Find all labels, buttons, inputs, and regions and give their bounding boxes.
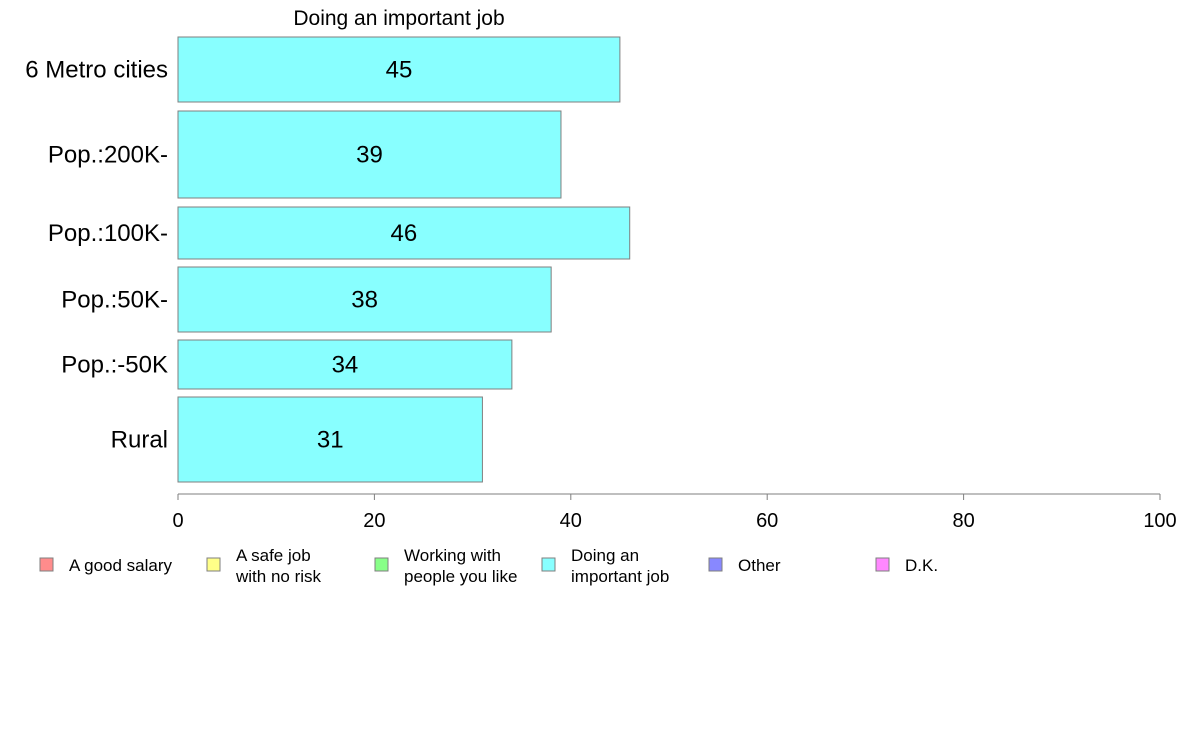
x-tick-label: 40 xyxy=(560,510,582,532)
bar-value-label: 38 xyxy=(351,287,378,314)
x-tick-label: 60 xyxy=(756,510,778,532)
category-label: Rural xyxy=(111,427,168,454)
bar xyxy=(177,266,552,333)
chart-title: Doing an important job xyxy=(293,7,504,30)
bar xyxy=(177,339,513,390)
legend-swatch xyxy=(374,557,389,572)
bar xyxy=(177,396,483,483)
x-tick-label: 0 xyxy=(172,510,183,532)
legend-label: Doing an xyxy=(571,546,639,565)
category-label: Pop.:50K- xyxy=(61,287,168,314)
bar-value-label: 31 xyxy=(317,427,344,454)
bar xyxy=(177,206,631,260)
x-axis: 0 20 40 60 80 100 xyxy=(172,493,1177,532)
legend-label: Working with xyxy=(404,546,501,565)
category-label: Pop.:200K- xyxy=(48,142,168,169)
legend-swatch xyxy=(541,557,556,572)
bar-value-label: 34 xyxy=(332,352,359,379)
bar xyxy=(177,36,621,103)
bar-value-label: 46 xyxy=(391,220,418,247)
bar xyxy=(177,110,562,199)
legend-label: people you like xyxy=(404,567,517,586)
legend-label: D.K. xyxy=(905,556,938,575)
legend: A good salary A safe job with no risk Worki… xyxy=(39,546,938,586)
legend-swatch xyxy=(39,557,54,572)
legend-label: with no risk xyxy=(235,567,322,586)
category-label: Pop.:100K- xyxy=(48,220,168,247)
legend-swatch xyxy=(875,557,890,572)
x-tick-label: 20 xyxy=(363,510,385,532)
legend-swatch xyxy=(206,557,221,572)
legend-swatch xyxy=(708,557,723,572)
bar-value-label: 45 xyxy=(386,57,413,84)
bars-group: 6 Metro cities 45 Pop.:200K- 39 Pop.:100K- 46… xyxy=(25,36,631,483)
legend-label: A safe job xyxy=(236,546,311,565)
x-tick-label: 100 xyxy=(1143,510,1176,532)
legend-label: A good salary xyxy=(69,556,173,575)
legend-label: important job xyxy=(571,567,669,586)
category-label: 6 Metro cities xyxy=(25,57,168,84)
bar-value-label: 39 xyxy=(356,142,383,169)
category-label: Pop.:-50K xyxy=(61,352,168,379)
legend-label: Other xyxy=(738,556,781,575)
x-tick-label: 80 xyxy=(952,510,974,532)
